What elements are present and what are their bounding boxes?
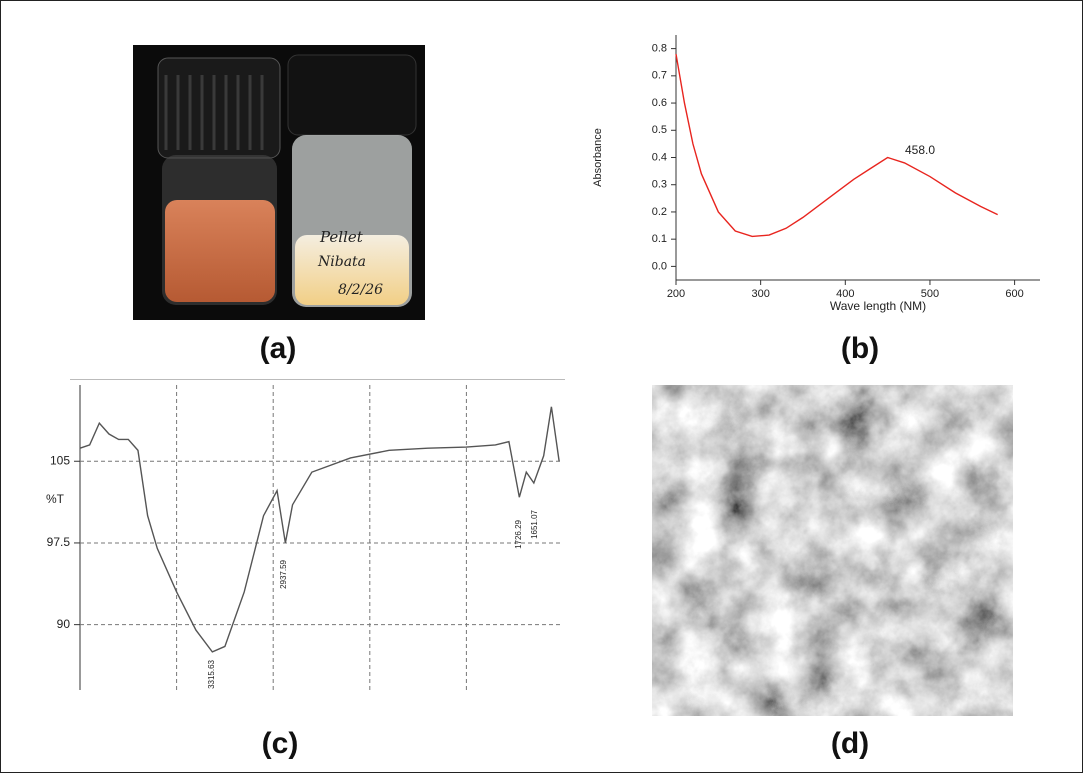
annotation: 1726.29 [514, 519, 523, 548]
annotation: 458.0 [905, 143, 935, 157]
y-tick-label: 97.5 [47, 535, 71, 549]
sem-image [652, 385, 1013, 716]
annotation: 2937.59 [279, 559, 288, 588]
photo: Pellet Nibata 8/2/26 [133, 45, 425, 320]
panel-label: (a) [260, 332, 297, 365]
svg-text:Pellet: Pellet [319, 228, 364, 246]
y-tick-label: 0.4 [652, 151, 667, 163]
x-tick-label: 400 [836, 288, 854, 300]
x-axis-label: Wave length (NM) [830, 299, 926, 313]
y-tick-label: 0.7 [652, 70, 667, 82]
y-tick-label: 0.2 [652, 206, 667, 218]
y-tick-label: 0.8 [652, 43, 667, 55]
y-tick-label: 0.1 [652, 233, 667, 245]
y-tick-label: 90 [57, 617, 71, 631]
data-line [676, 54, 998, 236]
panel-label: (d) [831, 727, 869, 760]
panel-frame [70, 379, 565, 380]
y-tick-label: 0.0 [652, 260, 667, 272]
x-tick-label: 500 [921, 288, 939, 300]
panel-label: (c) [262, 727, 299, 760]
y-tick-label: 0.5 [652, 124, 667, 136]
y-tick-label: 0.3 [652, 179, 667, 191]
y-axis-label: Absorbance [592, 128, 604, 187]
panel-label: (b) [841, 332, 879, 365]
svg-text:8/2/26: 8/2/26 [338, 282, 383, 298]
x-tick-label: 600 [1005, 288, 1023, 300]
y-tick-label: 105 [50, 453, 70, 467]
svg-text:Nibata: Nibata [317, 254, 366, 270]
y-axis-label: %T [46, 492, 65, 506]
figure: Pellet Nibata 8/2/26 (a) (b) (c) (d) 0.0 0.1 0… [0, 0, 1083, 773]
annotation: 3315.63 [207, 659, 216, 688]
y-tick-label: 0.6 [652, 97, 667, 109]
x-tick-label: 300 [751, 288, 769, 300]
annotation: 1651.07 [530, 509, 539, 538]
data-line [80, 407, 559, 652]
x-tick-label: 200 [667, 288, 685, 300]
